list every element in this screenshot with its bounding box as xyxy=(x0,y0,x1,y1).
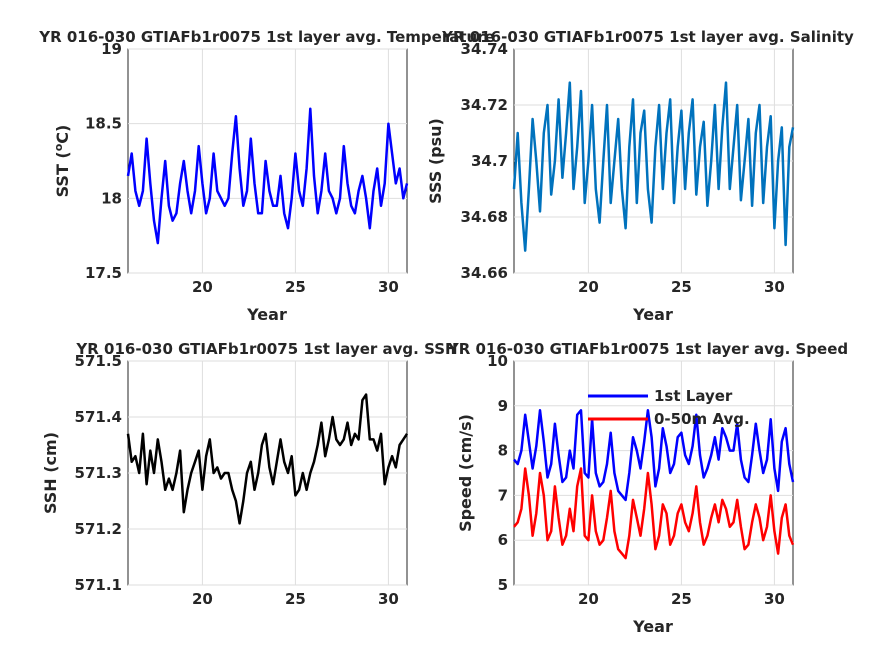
speed-y-tick-label: 5 xyxy=(498,576,508,594)
speed-series-line-1 xyxy=(513,467,795,560)
ssh-title: YR 016-030 GTIAFb1r0075 1st layer avg. S… xyxy=(75,340,457,358)
sss-x-tick-label: 25 xyxy=(671,278,692,296)
sst-y-tick-label: 18 xyxy=(101,189,122,207)
sst-y-axis-label: SST (oC) xyxy=(52,125,72,198)
sst-y-tick-label: 18.5 xyxy=(85,115,122,133)
speed-title: YR 016-030 GTIAFb1r0075 1st layer avg. S… xyxy=(447,340,848,358)
sst-title: YR 016-030 GTIAFb1r0075 1st layer avg. T… xyxy=(38,28,495,46)
sss-x-tick-label: 30 xyxy=(764,278,785,296)
sss-title: YR 016-030 GTIAFb1r0075 1st layer avg. S… xyxy=(441,28,854,46)
sss-y-tick-label: 34.66 xyxy=(461,264,508,282)
speed-legend: 1st Layer 0-50m Avg. xyxy=(588,387,750,428)
legend-label-0-50m-avg: 0-50m Avg. xyxy=(654,410,750,428)
sst-y-axis-label-superscript: o xyxy=(52,143,65,151)
sst-y-tick-label: 19 xyxy=(101,40,122,58)
sst-y-axis-label-main: SST ( xyxy=(53,151,72,197)
speed-y-tick-label: 9 xyxy=(498,397,508,415)
sss-x-tick-label: 20 xyxy=(578,278,599,296)
sss-series-line-0 xyxy=(512,81,795,252)
speed-y-tick-label: 8 xyxy=(498,442,508,460)
legend-label-1st-layer: 1st Layer xyxy=(654,387,733,405)
speed-ticks: 20 25 30 5 6 7 8 9 10 xyxy=(487,352,785,608)
sst-y-tick-label: 17.5 xyxy=(85,264,122,282)
speed-x-tick-label: 25 xyxy=(671,590,692,608)
speed-series-line-0 xyxy=(513,409,795,502)
ssh-y-tick-label: 571.1 xyxy=(75,576,122,594)
sst-x-tick-label: 30 xyxy=(378,278,399,296)
speed-y-tick-label: 7 xyxy=(498,486,508,504)
sss-y-tick-label: 34.74 xyxy=(461,40,508,58)
speed-y-tick-label: 10 xyxy=(487,352,508,370)
speed-y-axis-label: Speed (cm/s) xyxy=(456,414,475,532)
ssh-series-line-0 xyxy=(126,393,409,525)
ssh-y-tick-label: 571.5 xyxy=(75,352,122,370)
sst-panel: 20 25 30 17.5 18 18.5 19 YR 016-030 GTIAFb1r00… xyxy=(38,28,495,324)
speed-grid xyxy=(514,360,793,586)
ssh-y-tick-label: 571.2 xyxy=(75,520,122,538)
sst-x-tick-label: 25 xyxy=(285,278,306,296)
sss-y-tick-label: 34.7 xyxy=(471,152,508,170)
sss-panel: 20 25 30 34.66 34.68 34.7 34.72 34.74 YR 016-03… xyxy=(426,28,854,324)
ssh-panel: 20 25 30 571.1 571.2 571.3 571.4 571.5 YR 016-0… xyxy=(41,340,458,608)
sss-series-layer xyxy=(512,81,795,252)
speed-series-layer xyxy=(513,409,795,560)
sss-ticks: 20 25 30 34.66 34.68 34.7 34.72 34.74 xyxy=(461,40,785,296)
speed-y-tick-label: 6 xyxy=(498,531,508,549)
sst-x-tick-label: 20 xyxy=(192,278,213,296)
sss-x-axis-label: Year xyxy=(632,305,673,324)
ssh-x-tick-label: 20 xyxy=(192,590,213,608)
ssh-y-tick-label: 571.3 xyxy=(75,464,122,482)
speed-x-axis-label: Year xyxy=(632,617,673,636)
sss-y-tick-label: 34.68 xyxy=(461,208,508,226)
ssh-x-tick-label: 30 xyxy=(378,590,399,608)
sss-y-tick-label: 34.72 xyxy=(461,96,508,114)
sss-y-axis-label: SSS (psu) xyxy=(426,118,445,204)
ssh-y-tick-label: 571.4 xyxy=(75,408,122,426)
speed-panel: 20 25 30 5 6 7 8 9 10 YR 016-030 GTIAFb1r0075 1s… xyxy=(447,340,848,636)
sst-ticks: 20 25 30 17.5 18 18.5 19 xyxy=(85,40,399,296)
sst-grid xyxy=(128,48,407,274)
ssh-y-axis-label: SSH (cm) xyxy=(41,432,60,514)
sst-series-layer xyxy=(126,107,409,245)
sst-y-axis-label-unit: C) xyxy=(53,125,72,144)
speed-x-tick-label: 30 xyxy=(764,590,785,608)
sst-series-line-0 xyxy=(126,107,409,245)
sst-plot-area xyxy=(127,48,408,274)
ssh-x-tick-label: 25 xyxy=(285,590,306,608)
ssh-series-layer xyxy=(126,393,409,525)
speed-x-tick-label: 20 xyxy=(578,590,599,608)
sst-x-axis-label: Year xyxy=(246,305,287,324)
ssh-ticks: 20 25 30 571.1 571.2 571.3 571.4 571.5 xyxy=(75,352,399,608)
